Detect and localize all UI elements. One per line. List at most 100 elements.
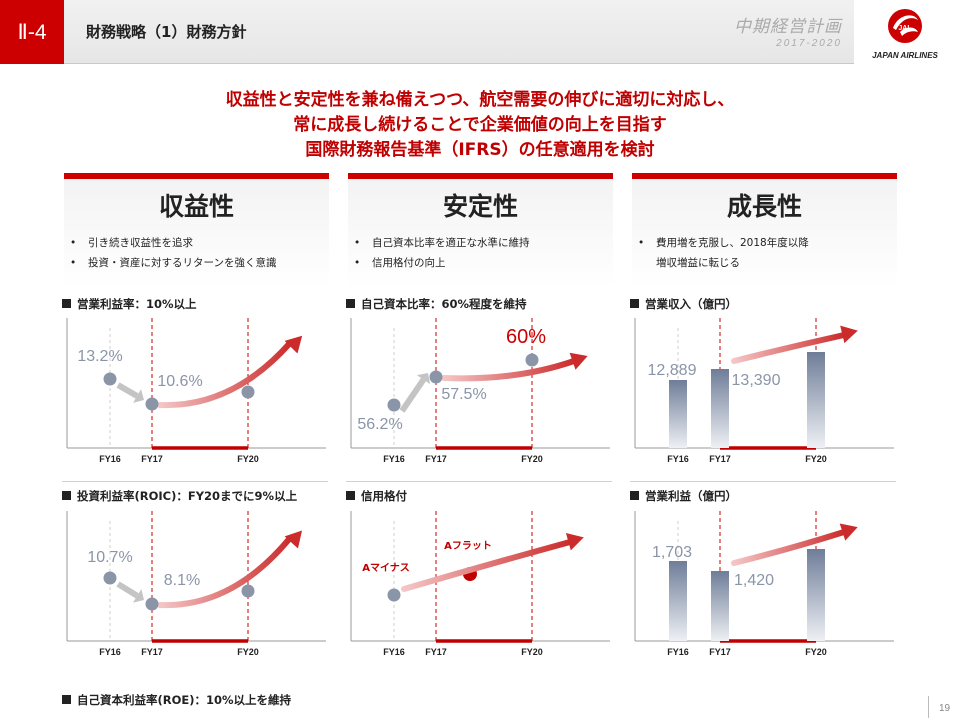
x-tick-label: FY16 <box>667 647 689 657</box>
trend-arrow-head <box>284 335 303 354</box>
data-point <box>145 397 159 411</box>
trend-arrow-head <box>565 533 584 551</box>
data-point <box>241 385 255 399</box>
decline-arrow <box>116 382 139 399</box>
chart-op-margin: FY16 FY17 FY20 13.2% 10.6% <box>62 300 352 480</box>
data-label: 56.2% <box>357 416 402 433</box>
divider <box>630 481 896 482</box>
pillar-bullet: 自己資本比率を適正な水準に維持 <box>352 233 613 253</box>
data-point <box>103 571 117 585</box>
trend-arrow-head <box>284 530 303 549</box>
bar <box>711 369 729 448</box>
headline-line-1: 収益性と安定性を兼ね備えつつ、航空需要の伸びに適切に対応し、 <box>225 90 735 110</box>
bar <box>807 549 825 641</box>
pillar-bullet: 費用増を克服し、2018年度以降 <box>636 233 897 253</box>
x-tick-label: FY16 <box>667 454 689 464</box>
trend-arrow <box>731 529 847 566</box>
square-bullet-icon <box>346 299 355 308</box>
data-point <box>387 398 401 412</box>
x-tick-label: FY16 <box>383 454 405 464</box>
data-label: Aフラット <box>444 540 492 552</box>
trend-arrow <box>441 358 577 382</box>
chart-equity-ratio: FY16 FY17 FY20 56.2% 57.5% 60% <box>346 300 636 480</box>
data-label: 8.1% <box>164 572 200 589</box>
page-number: 19 <box>928 696 960 718</box>
bar <box>669 561 687 641</box>
kpi-title-revenue: 営業収入（億円） <box>630 296 737 312</box>
chart-svg: FY16 FY17 FY20 Aマイナス Aフラット <box>350 511 610 657</box>
decline-arrow-head <box>416 373 431 385</box>
decline-arrow-head <box>133 389 144 403</box>
svg-text:JAL: JAL <box>898 25 912 32</box>
x-tick-label: FY20 <box>237 647 259 657</box>
data-label: 1,420 <box>734 572 774 589</box>
data-label: 10.6% <box>157 373 202 390</box>
x-tick-label: FY16 <box>383 647 405 657</box>
pillar-title: 成長性 <box>726 192 802 221</box>
trend-arrow <box>731 332 847 364</box>
x-tick-label: FY17 <box>425 454 447 464</box>
logo-text: JAPAN AIRLINES <box>872 51 938 60</box>
trend-arrow-head <box>840 325 858 344</box>
trend-arrow <box>157 535 293 609</box>
kpi-title-roic: 投資利益率(ROIC)：FY20までに9%以上 <box>62 488 297 504</box>
data-label: 60% <box>506 326 546 348</box>
x-tick-label: FY20 <box>237 454 259 464</box>
data-point <box>387 588 401 602</box>
jal-logo: JAL JAPAN AIRLINES <box>860 6 950 60</box>
kpi-title-equity-ratio: 自己資本比率：60%程度を維持 <box>346 296 527 312</box>
x-tick-label: FY17 <box>141 647 163 657</box>
chart-svg: FY16 FY17 FY20 1,703 1,420 <box>634 511 894 657</box>
decline-arrow <box>399 377 426 413</box>
data-label: 13.2% <box>77 348 122 365</box>
decline-arrow-head <box>132 588 144 603</box>
data-point <box>429 370 443 384</box>
square-bullet-icon <box>62 695 71 704</box>
square-bullet-icon <box>630 491 639 500</box>
chart-svg: FY16 FY17 FY20 13.2% 10.6% <box>66 318 326 464</box>
bar <box>711 571 729 641</box>
kpi-title-op-income: 営業利益（億円） <box>630 488 737 504</box>
crane-logo-icon: JAL <box>888 9 922 43</box>
pillar-profitability: 収益性 引き続き収益性を追求 投資・資産に対するリターンを強く意識 <box>64 173 329 288</box>
plan-title: 中期経営計画 <box>734 17 842 37</box>
kpi-title-op-margin: 営業利益率：10%以上 <box>62 296 197 312</box>
pillar-bullet: 信用格付の向上 <box>352 253 613 273</box>
kpi-title-rating: 信用格付 <box>346 488 407 504</box>
page-title: 財務戦略（1）財務方針 <box>86 23 247 41</box>
trend-arrow <box>157 340 293 409</box>
bar <box>807 352 825 448</box>
pillar-bullet: 投資・資産に対するリターンを強く意識 <box>68 253 329 273</box>
pillar-title: 安定性 <box>442 192 518 221</box>
square-bullet-icon <box>630 299 639 308</box>
data-label: 57.5% <box>441 386 486 403</box>
pillar-bullet: 引き続き収益性を追求 <box>68 233 329 253</box>
data-point <box>525 353 539 367</box>
decline-arrow <box>116 581 139 599</box>
chart-rating: FY16 FY17 FY20 Aマイナス Aフラット <box>346 493 636 673</box>
chart-svg: FY16 FY17 FY20 10.7% 8.1% <box>66 511 326 657</box>
data-label: Aマイナス <box>362 562 410 574</box>
x-tick-label: FY17 <box>425 647 447 657</box>
header-bar: 財務戦略（1）財務方針 <box>64 0 854 64</box>
trend-arrow <box>401 539 573 592</box>
x-tick-label: FY20 <box>521 647 543 657</box>
data-label: 13,390 <box>732 372 781 389</box>
chart-roic: FY16 FY17 FY20 10.7% 8.1% <box>62 493 352 673</box>
plan-years: 2017-2020 <box>776 38 842 49</box>
square-bullet-icon <box>62 299 71 308</box>
chart-svg: FY16 FY17 FY20 56.2% 57.5% 60% <box>350 318 610 464</box>
trend-arrow-head <box>569 352 588 370</box>
chart-revenue: FY16 FY17 FY20 12,889 13,390 <box>630 300 920 480</box>
x-tick-label: FY16 <box>99 454 121 464</box>
x-tick-label: FY20 <box>805 647 827 657</box>
pillar-title: 収益性 <box>158 192 234 221</box>
square-bullet-icon <box>62 491 71 500</box>
x-tick-label: FY17 <box>709 647 731 657</box>
data-point <box>241 584 255 598</box>
x-tick-label: FY20 <box>521 454 543 464</box>
kpi-title-roe: 自己資本利益率(ROE)：10%以上を維持 <box>62 692 291 708</box>
pillar-stability: 安定性 自己資本比率を適正な水準に維持 信用格付の向上 <box>348 173 613 288</box>
data-label: 12,889 <box>648 362 697 379</box>
divider <box>62 481 328 482</box>
